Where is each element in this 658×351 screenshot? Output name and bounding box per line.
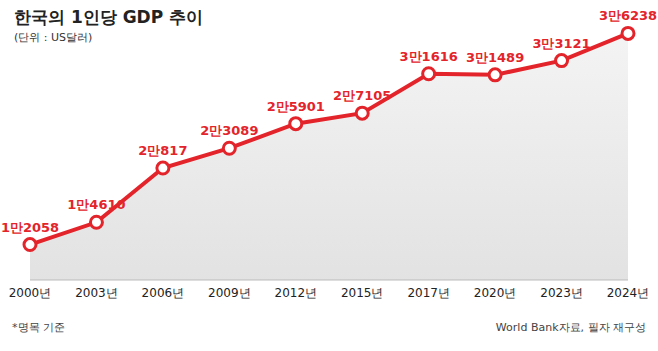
svg-text:3만1616: 3만1616 [400, 49, 458, 64]
svg-text:2023년: 2023년 [540, 286, 583, 300]
svg-text:2003년: 2003년 [75, 286, 118, 300]
html-text:(단위 : US달러): (단위 : US달러) [14, 31, 93, 44]
html-text:*명목 기준: *명목 기준 [12, 321, 65, 334]
svg-text:2012년: 2012년 [275, 286, 318, 300]
svg-text:2015년: 2015년 [341, 286, 384, 300]
svg-text:2006년: 2006년 [142, 286, 185, 300]
svg-text:2020년: 2020년 [474, 286, 517, 300]
svg-text:3만6238: 3만6238 [599, 8, 657, 23]
svg-text:2017년: 2017년 [407, 286, 450, 300]
svg-text:2만5901: 2만5901 [267, 99, 325, 114]
svg-text:2000년: 2000년 [9, 286, 52, 300]
svg-text:2만3089: 2만3089 [200, 123, 258, 138]
svg-text:3만1489: 3만1489 [466, 50, 524, 65]
html-text:한국의 1인당 GDP 추이: 한국의 1인당 GDP 추이 [14, 7, 204, 27]
svg-text:1만2058: 1만2058 [1, 220, 59, 235]
html-text:World Bank자료, 필자 재구성: World Bank자료, 필자 재구성 [495, 321, 646, 334]
svg-text:2만7105: 2만7105 [333, 88, 391, 103]
svg-text:3만3121: 3만3121 [532, 36, 590, 51]
svg-text:2만817: 2만817 [138, 143, 187, 158]
svg-text:2009년: 2009년 [208, 286, 251, 300]
svg-text:2024년: 2024년 [607, 286, 650, 300]
svg-text:1만4610: 1만4610 [67, 197, 125, 212]
